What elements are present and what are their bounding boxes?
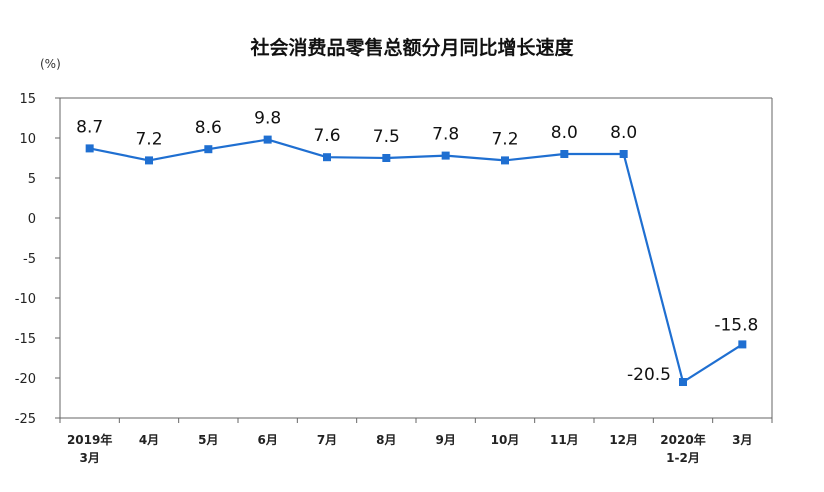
y-tick-label: -20 [15,372,36,387]
y-tick-label: 15 [19,92,36,107]
data-label: 9.8 [254,109,281,129]
x-tick-labels: 2019年 3月 4月 5月 6月 7月 8月 9月 10月 11月 12月 2020年 1-2月 3月 [67,432,753,465]
data-label: 7.2 [135,129,162,149]
y-tick-label: 5 [28,172,36,187]
x-tick-label: 2019年 [67,432,112,447]
data-point [85,144,94,153]
data-point [501,156,509,165]
data-point [441,151,450,160]
data-labels: 8.7 7.2 8.6 9.8 7.6 7.5 7.8 7.2 8.0 8.0 -20.5 -15.8 [76,109,758,385]
data-point [382,154,391,162]
x-tick-label: 8月 [376,433,396,447]
x-tick-label: 7月 [317,433,337,447]
data-label: 8.0 [551,123,578,143]
data-point [323,153,331,162]
x-tick-label: 11月 [550,433,579,447]
x-tick-label-second-line: 1-2月 [666,451,700,465]
x-tick-label: 9月 [435,433,455,447]
y-tick-label: -10 [15,292,36,307]
data-label: 7.5 [373,127,400,147]
x-tick-label: 3月 [732,433,752,447]
x-tick-label: 6月 [257,433,277,447]
y-tick-labels: 15 10 5 0 -5 -10 -15 -20 -25 [15,92,36,427]
y-axis-unit: (%) [40,57,61,71]
data-point [738,340,747,349]
data-label: 7.2 [491,129,518,149]
data-label: -20.5 [627,365,671,385]
y-tick-label: -25 [15,412,36,427]
data-point [263,135,272,144]
data-label: -15.8 [714,315,758,335]
series-path [89,138,743,384]
data-point [679,378,687,386]
chart-title: 社会消费品零售总额分月同比增长速度 [249,36,574,59]
data-point [145,156,153,165]
data-label: 7.8 [432,125,459,145]
y-tick-label: -15 [15,332,36,347]
x-tick-label: 4月 [139,433,159,447]
data-label: 8.0 [610,123,637,143]
data-point [560,150,569,158]
x-tick-label: 10月 [491,433,520,447]
series-line [85,135,747,386]
data-label: 8.7 [76,117,103,137]
x-tick-label: 2020年 [660,432,705,447]
y-tick-label: 10 [19,132,36,147]
x-tick-label: 5月 [198,433,218,447]
axes [55,97,773,423]
data-point [204,145,213,154]
y-tick-label: 0 [28,212,36,227]
data-point [619,150,628,158]
x-tick-label-second-line: 3月 [79,451,99,465]
data-label: 8.6 [195,118,222,138]
data-label: 7.6 [313,126,340,146]
x-tick-label: 12月 [609,433,638,447]
y-tick-label: -5 [23,252,36,267]
